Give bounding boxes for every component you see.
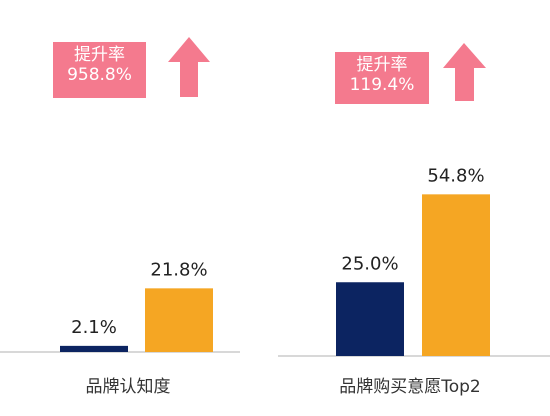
lift-rate-label: 提升率 xyxy=(356,55,408,75)
bar-brand-awareness-after xyxy=(145,288,213,352)
xlabel-purchase-intent-top2: 品牌购买意愿Top2 xyxy=(339,377,481,397)
xlabel-brand-awareness: 品牌认知度 xyxy=(86,377,171,397)
bar-brand-awareness-before xyxy=(60,345,128,352)
data-label-brand-awareness-before: 2.1% xyxy=(71,317,117,338)
lift-rate-box-brand-awareness: 提升率 958.8% xyxy=(53,42,146,98)
lift-rate-box-purchase-intent: 提升率 119.4% xyxy=(335,52,429,104)
bar-purchase-intent-after xyxy=(422,194,490,356)
lift-rate-value: 958.8% xyxy=(67,65,132,85)
bar-purchase-intent-before xyxy=(336,282,404,356)
up-arrow-icon xyxy=(443,43,486,101)
data-label-purchase-intent-before: 25.0% xyxy=(341,253,398,274)
data-label-brand-awareness-after: 21.8% xyxy=(150,259,207,280)
lift-rate-label: 提升率 xyxy=(74,45,125,65)
up-arrow-icon xyxy=(168,37,210,97)
data-label-purchase-intent-after: 54.8% xyxy=(427,165,484,186)
lift-rate-value: 119.4% xyxy=(349,75,415,95)
